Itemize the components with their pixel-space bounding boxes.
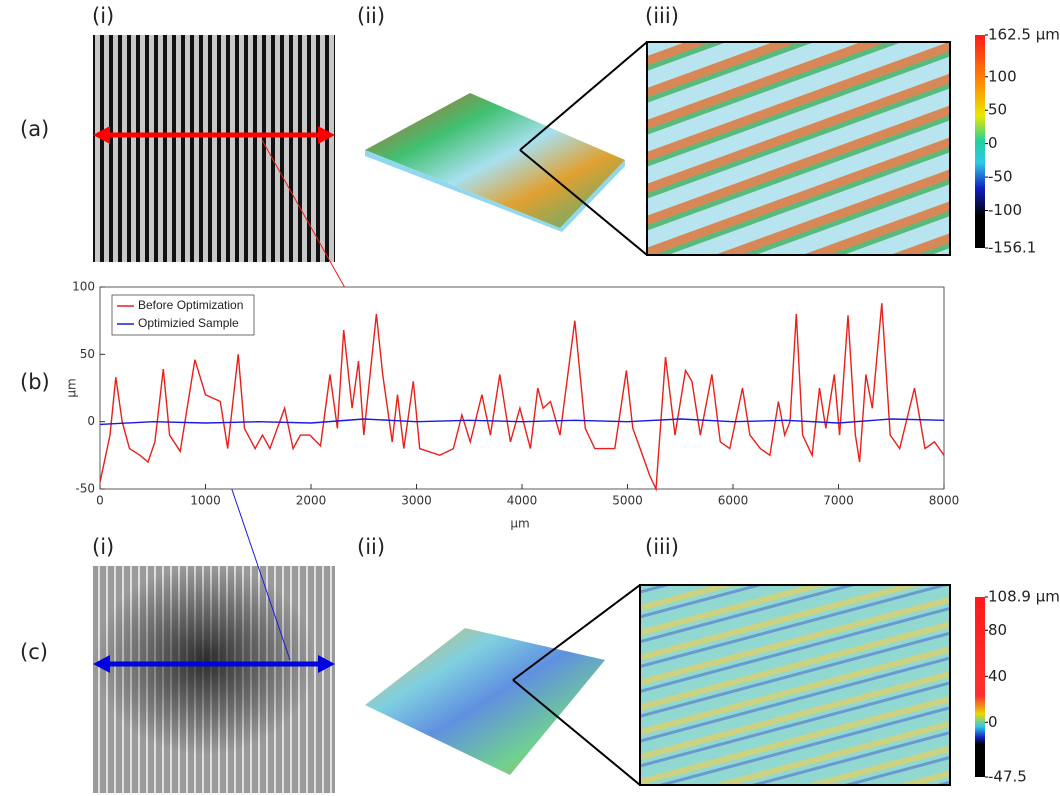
x-tick-label: 4000 xyxy=(507,494,538,508)
col-label: (ii) xyxy=(357,535,385,559)
x-tick-label: 5000 xyxy=(612,494,643,508)
row-label: (b) xyxy=(20,370,50,394)
x-tick-label: 3000 xyxy=(401,494,432,508)
colorbar-label: 0 xyxy=(988,134,998,152)
data-line xyxy=(99,418,945,426)
colorbar-label: 162.5 μm xyxy=(988,26,1060,44)
legend-label: Before Optimization xyxy=(138,298,243,312)
y-tick-label: -50 xyxy=(75,482,95,496)
y-tick-label: 100 xyxy=(72,280,95,294)
x-tick-label: 2000 xyxy=(296,494,327,508)
x-tick-label: 6000 xyxy=(718,494,749,508)
colorbar-label: 40 xyxy=(988,667,1007,685)
panel-a-images xyxy=(93,35,985,262)
panel-labels: (a) (b) (c) (i) (ii) (iii) (i) (ii) (iii… xyxy=(20,4,679,664)
colorbar-label: -100 xyxy=(988,201,1022,219)
colorbar-label: 50 xyxy=(988,101,1007,119)
row-label: (c) xyxy=(20,640,48,664)
colorbar-label: 100 xyxy=(988,67,1017,85)
colorbar-label: -50 xyxy=(988,168,1013,186)
colorbar-label: 0 xyxy=(988,713,998,731)
y-tick-label: 0 xyxy=(87,414,95,428)
data-line xyxy=(99,303,945,492)
x-tick-label: 8000 xyxy=(929,494,960,508)
col-label: (i) xyxy=(92,4,114,28)
x-axis-label: μm xyxy=(510,517,529,531)
panel-c-images xyxy=(93,565,985,793)
x-tick-label: 7000 xyxy=(823,494,854,508)
legend-label: Optimizied Sample xyxy=(138,316,239,330)
col-label: (iii) xyxy=(645,535,679,559)
colorbar-label: -156.1 xyxy=(988,239,1036,257)
col-label: (ii) xyxy=(357,4,385,28)
colorbar-label: -47.5 xyxy=(988,768,1027,786)
row-label: (a) xyxy=(20,117,49,141)
y-tick-label: 50 xyxy=(80,347,95,361)
col-label: (iii) xyxy=(645,4,679,28)
colorbar-label: 80 xyxy=(988,621,1007,639)
x-tick-label: 0 xyxy=(96,494,104,508)
legend-box xyxy=(111,294,255,336)
y-axis-label: μm xyxy=(65,378,79,397)
col-label: (i) xyxy=(92,535,114,559)
colorbar-label: 108.9 μm xyxy=(988,588,1060,606)
x-tick-label: 1000 xyxy=(190,494,221,508)
